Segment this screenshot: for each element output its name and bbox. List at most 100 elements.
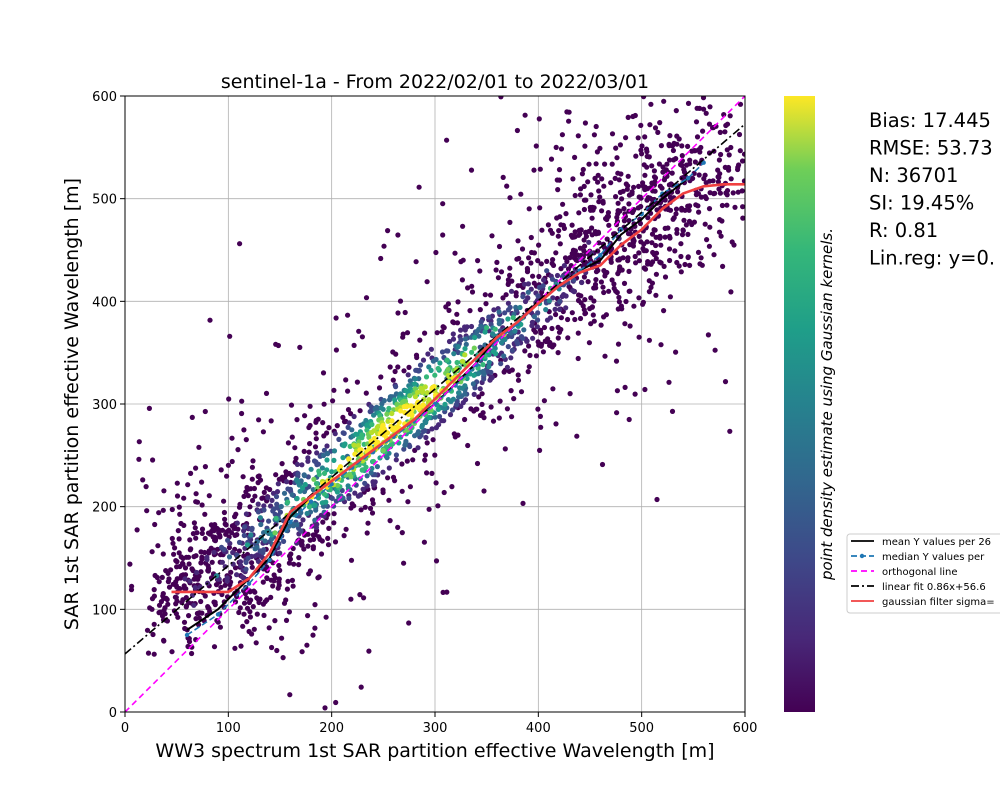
scatter-point	[288, 402, 295, 408]
scatter-point	[192, 585, 198, 591]
scatter-point	[361, 595, 367, 601]
scatter-point	[172, 545, 178, 551]
scatter-point	[444, 357, 450, 363]
scatter-point	[273, 494, 280, 500]
scatter-point	[632, 391, 638, 397]
scatter-point	[666, 157, 673, 163]
scatter-point	[310, 632, 316, 638]
scatter-point	[393, 351, 399, 357]
scatter-point	[213, 536, 219, 543]
scatter-point	[544, 258, 550, 264]
scatter-point	[422, 428, 428, 434]
scatter-point	[170, 540, 176, 546]
scatter-point	[596, 240, 602, 246]
scatter-point	[268, 418, 274, 424]
scatter-point	[241, 528, 247, 534]
scatter-point	[724, 202, 730, 208]
scatter-point	[579, 171, 586, 177]
scatter-point	[477, 268, 483, 274]
scatter-point	[520, 277, 526, 283]
scatter-point	[145, 650, 152, 656]
scatter-point	[715, 179, 722, 185]
scatter-point	[648, 284, 654, 290]
scatter-point	[285, 440, 291, 446]
scatter-point	[193, 491, 199, 497]
scatter-point	[507, 219, 513, 225]
scatter-point	[550, 262, 557, 268]
scatter-point	[529, 323, 535, 329]
scatter-point	[698, 255, 704, 261]
scatter-point	[575, 252, 581, 258]
scatter-point	[716, 229, 723, 235]
scatter-point	[314, 450, 320, 456]
scatter-point	[171, 551, 177, 557]
scatter-point	[367, 505, 374, 511]
chart-title: sentinel-1a - From 2022/02/01 to 2022/03…	[221, 71, 649, 93]
scatter-point	[304, 510, 310, 517]
scatter-point	[232, 514, 238, 520]
scatter-point	[199, 502, 205, 508]
scatter-point	[386, 497, 392, 503]
scatter-point	[273, 515, 279, 521]
scatter-point	[740, 204, 745, 210]
scatter-point	[661, 308, 667, 314]
scatter-point	[507, 265, 513, 271]
scatter-point	[313, 436, 319, 442]
scatter-point	[410, 457, 416, 463]
scatter-point	[504, 183, 510, 189]
scatter-point	[504, 406, 510, 412]
scatter-point	[678, 269, 684, 275]
scatter-point	[454, 320, 461, 326]
scatter-point	[571, 233, 578, 240]
scatter-point	[679, 205, 685, 211]
scatter-point	[230, 549, 236, 556]
scatter-point	[226, 544, 232, 551]
scatter-point	[527, 352, 533, 358]
scatter-point	[149, 549, 155, 555]
scatter-point	[497, 328, 503, 334]
scatter-point	[202, 511, 208, 517]
series-marker	[685, 175, 691, 181]
scatter-point	[702, 221, 708, 227]
scatter-point	[625, 231, 632, 237]
scatter-point	[181, 495, 187, 501]
scatter-point	[515, 377, 522, 383]
scatter-point	[462, 416, 468, 423]
scatter-point	[424, 390, 430, 396]
scatter-point	[395, 232, 401, 238]
scatter-point	[312, 444, 319, 450]
scatter-point	[345, 424, 351, 430]
scatter-point	[646, 154, 652, 160]
scatter-point	[623, 135, 629, 141]
scatter-point	[218, 544, 225, 551]
scatter-point	[526, 206, 532, 212]
scatter-point	[487, 292, 494, 298]
scatter-point	[308, 466, 314, 472]
scatter-point	[371, 435, 378, 441]
scatter-point	[555, 335, 561, 341]
scatter-point	[601, 183, 607, 189]
scatter-point	[395, 364, 401, 370]
scatter-point	[464, 324, 470, 330]
scatter-point	[661, 263, 667, 269]
scatter-point	[537, 166, 543, 172]
scatter-point	[673, 206, 680, 212]
scatter-point	[370, 479, 376, 485]
scatter-point	[558, 326, 564, 333]
series-marker	[215, 612, 221, 617]
scatter-point	[232, 645, 238, 651]
scatter-point	[316, 574, 322, 580]
scatter-point	[364, 427, 370, 433]
scatter-point	[175, 528, 181, 534]
scatter-point	[333, 315, 339, 321]
scatter-point	[212, 602, 218, 608]
scatter-point	[496, 415, 502, 421]
scatter-point	[556, 167, 563, 173]
scatter-point	[576, 210, 582, 216]
scatter-point	[156, 602, 163, 608]
scatter-point	[188, 470, 194, 476]
scatter-point	[440, 232, 446, 238]
scatter-point	[322, 705, 328, 711]
scatter-point	[605, 210, 612, 216]
scatter-point	[557, 241, 563, 247]
